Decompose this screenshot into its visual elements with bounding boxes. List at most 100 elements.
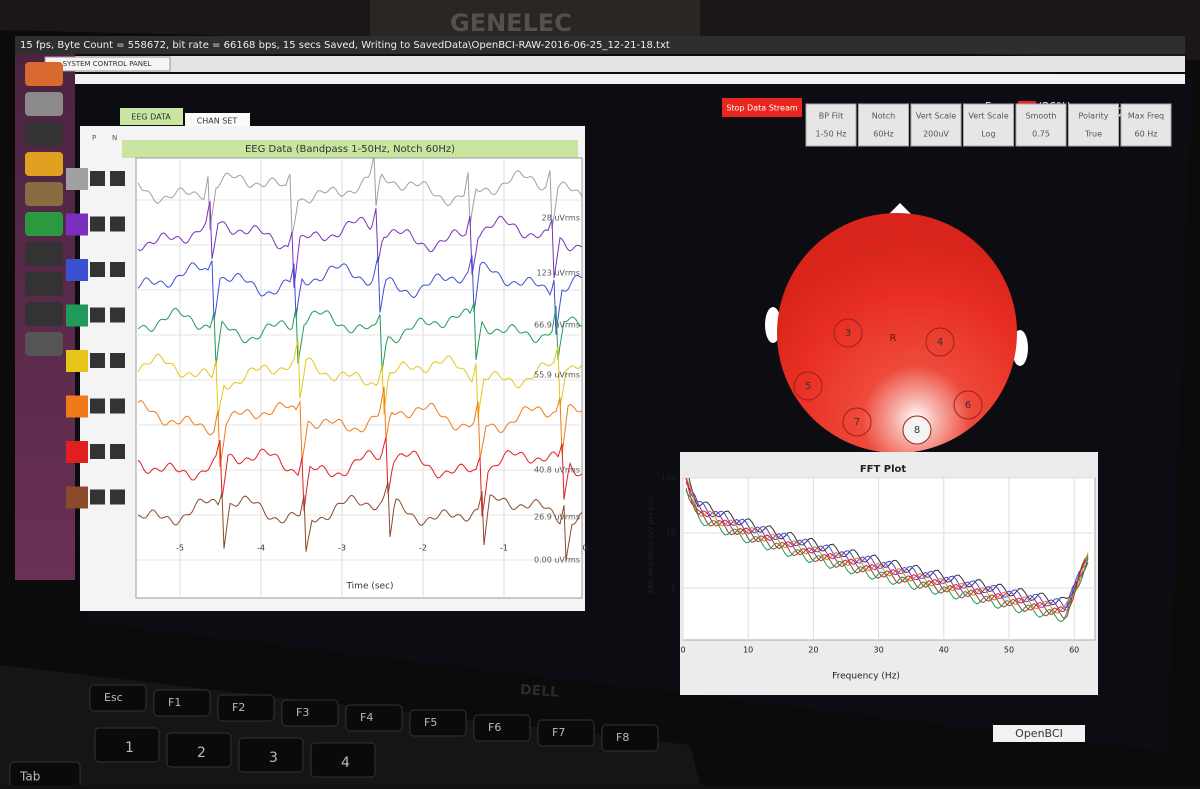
eeg-trace — [137, 255, 582, 335]
electrode[interactable] — [842, 407, 872, 437]
channel-n-toggle[interactable] — [110, 216, 125, 232]
key[interactable] — [537, 719, 595, 747]
electrode-label: 6 — [965, 400, 971, 411]
channel-p-toggle[interactable] — [90, 216, 105, 232]
key[interactable] — [153, 689, 211, 717]
channel-n-toggle[interactable] — [110, 398, 125, 414]
electrode[interactable] — [855, 227, 885, 257]
launcher-icon[interactable] — [25, 332, 63, 356]
rms-label: 0.00 uVrms — [534, 556, 580, 565]
n-header: N — [112, 134, 117, 142]
electrode[interactable] — [925, 327, 955, 357]
launcher-icon[interactable] — [25, 212, 63, 236]
fft-trace — [686, 478, 1089, 608]
system-control-panel-label: SYSTEM CONTROL PANEL — [63, 60, 152, 68]
channel-color — [66, 441, 88, 463]
electrode-label: 7 — [854, 417, 860, 428]
key[interactable] — [310, 742, 376, 778]
launcher-icon[interactable] — [25, 302, 63, 326]
electrode[interactable] — [902, 415, 932, 445]
channel-p-toggle[interactable] — [90, 353, 105, 368]
channel-n-toggle[interactable] — [110, 444, 125, 459]
channel-p-toggle[interactable] — [90, 307, 105, 323]
setting-label: Vert Scale — [968, 112, 1008, 121]
fft-traces — [685, 478, 1089, 623]
key[interactable] — [409, 709, 467, 737]
key[interactable] — [345, 704, 403, 732]
setting-label: Notch — [872, 112, 895, 121]
channel-n-toggle[interactable] — [110, 489, 125, 505]
channel-color — [66, 395, 88, 418]
electrode[interactable] — [793, 371, 823, 401]
channel-color — [66, 213, 88, 236]
electrode[interactable] — [915, 227, 945, 257]
rms-label: 28 uVrms — [542, 214, 580, 223]
eeg-data-tab[interactable] — [120, 108, 183, 125]
channel-p-toggle[interactable] — [90, 444, 105, 459]
setting-value: 0.75 — [1032, 130, 1050, 139]
key-label: F2 — [232, 701, 245, 714]
channel-n-toggle[interactable] — [110, 307, 125, 323]
time-tick-label: -4 — [257, 544, 265, 553]
key[interactable] — [601, 724, 659, 752]
launcher-icon[interactable] — [25, 62, 63, 86]
key-label: F8 — [616, 731, 629, 744]
setting-button[interactable] — [805, 103, 857, 147]
eeg-trace — [137, 437, 582, 517]
launcher-icon[interactable] — [25, 242, 63, 266]
logo-box — [993, 725, 1085, 742]
key[interactable] — [9, 761, 81, 789]
launcher-icon[interactable] — [25, 272, 63, 296]
fft-title: FFT Plot — [860, 464, 907, 475]
key-label: 3 — [269, 750, 278, 766]
eeg-trace — [137, 386, 582, 468]
key[interactable] — [89, 684, 147, 712]
electrode-label: 4 — [937, 337, 943, 348]
key[interactable] — [217, 694, 275, 722]
key[interactable] — [166, 732, 232, 768]
launcher-icon[interactable] — [25, 152, 63, 176]
rms-label: 26.9 uVrms — [534, 513, 580, 522]
fft: 0 10 20 30 40 50 60 100 10 1 — [661, 474, 1095, 655]
time-tick-label: 0 — [582, 544, 587, 553]
fft-trace — [685, 490, 1089, 623]
channel-n-toggle[interactable] — [110, 262, 125, 277]
speaker — [370, 0, 700, 40]
channel-p-toggle[interactable] — [90, 489, 105, 505]
setting-button[interactable] — [910, 103, 962, 147]
launcher-icon[interactable] — [25, 182, 63, 206]
setting-button[interactable] — [1120, 103, 1172, 147]
channel-p-toggle[interactable] — [90, 398, 105, 414]
key-label: Tab — [19, 770, 40, 784]
channel-p-toggle[interactable] — [90, 262, 105, 277]
title-bar — [15, 36, 1185, 54]
channel-p-toggle[interactable] — [90, 171, 105, 186]
key[interactable] — [473, 714, 531, 742]
key[interactable] — [238, 737, 304, 773]
launcher-icon[interactable] — [25, 122, 63, 146]
setting-button[interactable] — [963, 103, 1014, 147]
chan-set-tab[interactable] — [185, 113, 250, 127]
setting-label: Polarity — [1079, 112, 1109, 121]
setting-button[interactable] — [1068, 103, 1119, 147]
time-tick-label: -2 — [419, 544, 427, 553]
key-label: F6 — [488, 721, 501, 734]
launcher-icon[interactable] — [25, 92, 63, 116]
setting-value: 60 Hz — [1135, 130, 1158, 139]
fft-x-tick-label: 0 — [680, 646, 685, 655]
channel-n-toggle[interactable] — [110, 171, 125, 186]
fft-plot-area — [682, 477, 1096, 641]
channel-n-toggle[interactable] — [110, 353, 125, 368]
stop-data-stream-button[interactable] — [722, 98, 802, 117]
fft-trace — [685, 482, 1089, 612]
electrode[interactable] — [953, 390, 983, 420]
electrode-label: 8 — [914, 425, 920, 436]
setting-button[interactable] — [1015, 103, 1067, 147]
fft-trace — [688, 478, 1089, 606]
key[interactable] — [94, 727, 160, 763]
key[interactable] — [281, 699, 339, 727]
setting-button[interactable] — [858, 103, 909, 147]
electrode[interactable] — [833, 318, 863, 348]
